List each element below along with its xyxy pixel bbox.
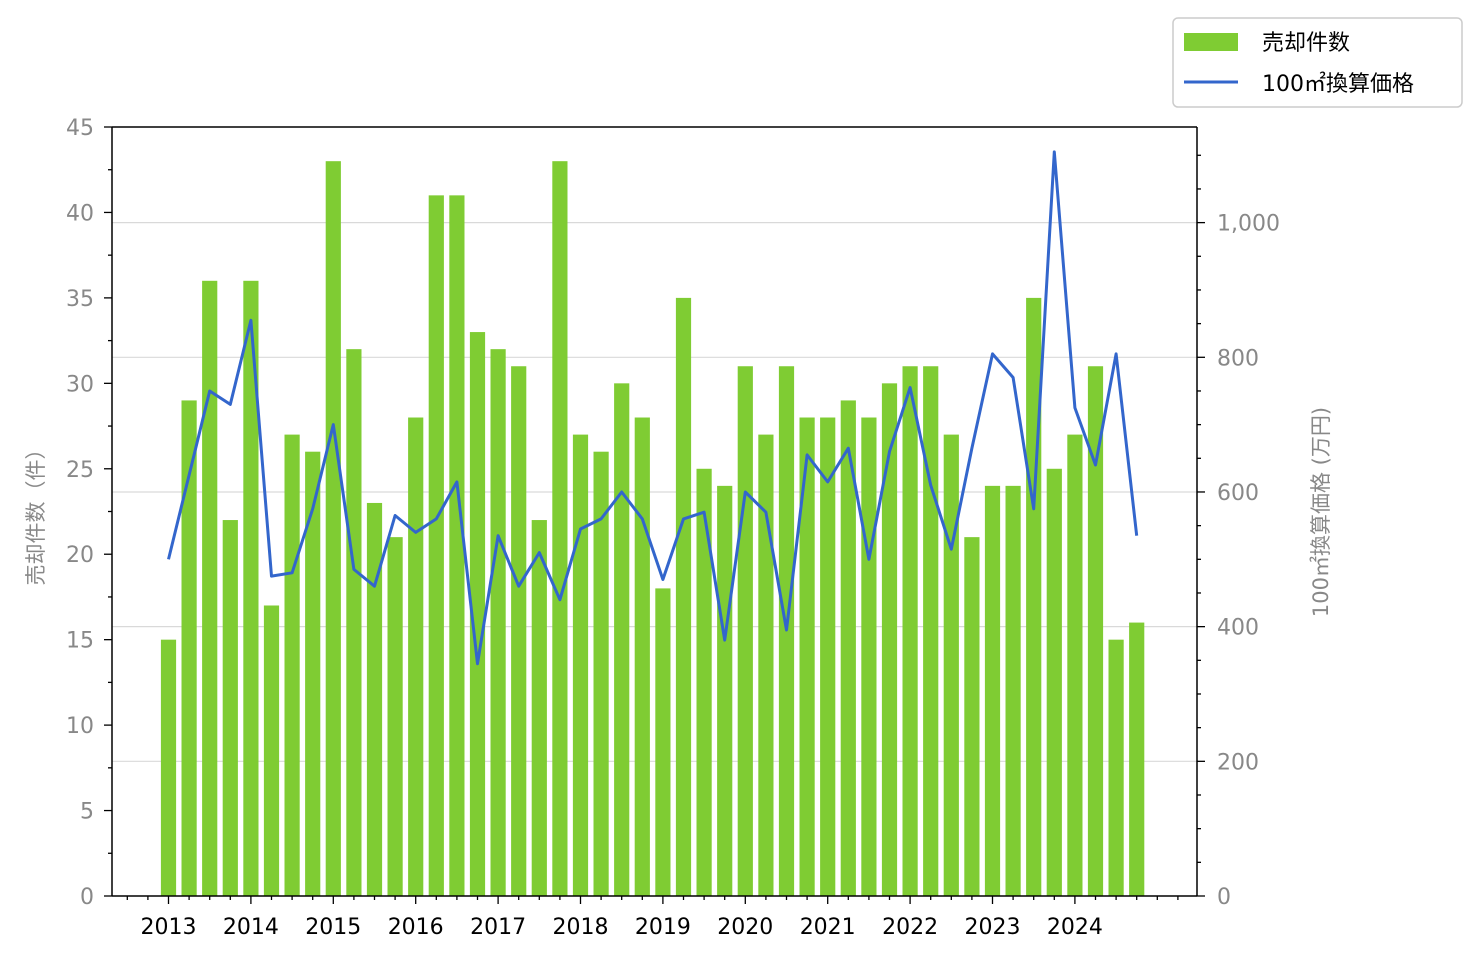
right-tick-label: 0 (1217, 885, 1231, 910)
bar (243, 280, 259, 896)
x-tick-label: 2023 (965, 915, 1021, 940)
bar (675, 297, 692, 896)
bar (366, 502, 383, 896)
right-axis-title: 100㎡換算価格 (万円) (1309, 407, 1333, 617)
bar (1005, 485, 1021, 896)
bar (1026, 297, 1042, 896)
legend-swatch-bar (1184, 33, 1238, 51)
bar (428, 195, 444, 896)
x-tick-label: 2014 (223, 915, 279, 940)
bar (902, 366, 918, 896)
x-tick-label: 2013 (141, 915, 197, 940)
left-tick-label: 20 (66, 543, 94, 568)
x-tick-label: 2015 (305, 915, 361, 940)
legend: 売却件数 100㎡換算価格 (1172, 17, 1463, 108)
right-tick-label: 800 (1217, 346, 1259, 371)
bar (758, 434, 774, 896)
bar (346, 349, 362, 897)
bar (1129, 622, 1145, 896)
x-tick-label: 2016 (388, 915, 444, 940)
bar (552, 161, 568, 896)
right-tick-label: 600 (1217, 481, 1259, 506)
x-tick-label: 2018 (553, 915, 609, 940)
right-tick-label: 1,000 (1217, 212, 1280, 237)
x-tick-label: 2022 (882, 915, 938, 940)
bar (984, 485, 1001, 896)
left-tick-label: 15 (66, 629, 94, 654)
bar (943, 434, 959, 896)
bar (222, 520, 238, 896)
legend-frame (1172, 17, 1463, 108)
x-tick-label: 2017 (470, 915, 526, 940)
bar (490, 349, 506, 897)
x-tick-label: 2019 (635, 915, 691, 940)
bar (655, 588, 671, 896)
bar (861, 417, 877, 896)
bar (449, 195, 465, 896)
bar (737, 366, 753, 896)
bar (263, 605, 280, 896)
series-line (167, 150, 1139, 666)
bar (881, 383, 898, 896)
left-tick-label: 35 (66, 287, 94, 312)
bar (408, 417, 424, 896)
right-tick-label: 400 (1217, 616, 1259, 641)
left-tick-label: 10 (66, 714, 94, 739)
legend-label-bar: 売却件数 (1262, 31, 1350, 56)
legend-label-line: 100㎡換算価格 (1262, 71, 1414, 97)
axes: 0 5 10 15 20 25 30 35 40 45 0 200 400 600 800 1,000 2013… (66, 116, 1280, 940)
bar (593, 451, 609, 896)
bar (840, 400, 856, 896)
left-axis-title: 売却件数（件） (24, 439, 48, 586)
bar (305, 451, 321, 896)
bar (614, 383, 630, 896)
bar (964, 537, 980, 896)
bar (387, 537, 403, 896)
left-tick-label: 0 (80, 885, 94, 910)
bar (696, 468, 712, 896)
bar (531, 520, 547, 896)
bar (1087, 366, 1104, 896)
bar (284, 434, 300, 896)
x-tick-label: 2021 (800, 915, 856, 940)
bar (325, 161, 341, 896)
bar (820, 417, 836, 896)
bar (511, 366, 527, 896)
bar (1067, 434, 1083, 896)
line-series (167, 150, 1139, 666)
left-tick-label: 5 (80, 800, 94, 825)
bar (202, 280, 218, 896)
bar (160, 639, 177, 896)
left-tick-label: 25 (66, 458, 94, 483)
x-tick-label: 2024 (1047, 915, 1103, 940)
bar (181, 400, 197, 896)
left-tick-label: 40 (66, 201, 94, 226)
bar-series (160, 161, 1145, 897)
bar (572, 434, 589, 896)
bar (923, 366, 939, 896)
bar (717, 485, 733, 896)
bar (1046, 468, 1062, 896)
x-tick-label: 2020 (717, 915, 773, 940)
bar (799, 417, 815, 896)
bar (469, 332, 486, 897)
left-tick-label: 45 (66, 116, 94, 141)
left-tick-label: 30 (66, 372, 94, 397)
bar (1108, 639, 1124, 896)
right-tick-label: 200 (1217, 750, 1259, 775)
bar (634, 417, 650, 896)
